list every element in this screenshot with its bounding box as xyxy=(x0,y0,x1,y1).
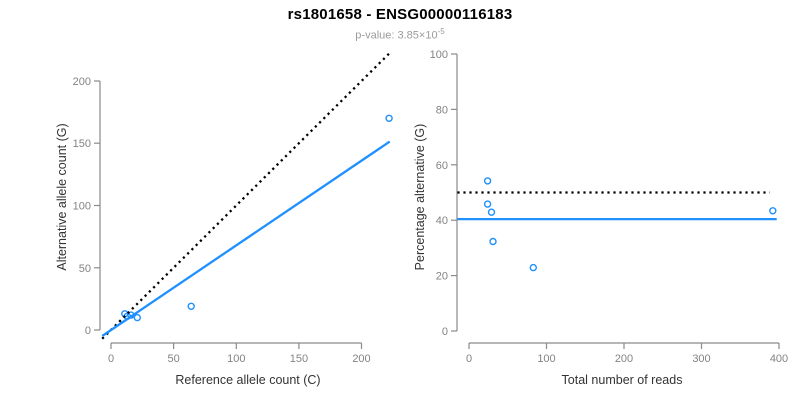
data-point xyxy=(483,200,492,208)
data-point xyxy=(487,208,496,216)
y-tick-label: 150 xyxy=(73,138,91,150)
x-tick-label: 200 xyxy=(352,353,370,365)
data-point xyxy=(133,313,142,322)
x-axis-title: Total number of reads xyxy=(562,373,683,387)
x-tick-label: 100 xyxy=(227,353,245,365)
pvalue-exponent: -5 xyxy=(437,26,445,36)
data-point xyxy=(483,177,492,185)
x-tick-label: 50 xyxy=(167,353,179,365)
y-tick-label: 0 xyxy=(85,325,91,337)
identity-line xyxy=(101,51,392,340)
y-tick-label: 0 xyxy=(442,326,448,338)
x-axis-title: Reference allele count (C) xyxy=(175,373,320,387)
data-point xyxy=(769,207,777,215)
pvalue-text: p-value: 3.85×10 xyxy=(355,29,438,42)
percentage-scatter: 0 20 40 60 80 100 0 100 200 300 400 Total number of… xyxy=(413,49,788,387)
y-tick-label: 20 xyxy=(436,271,448,283)
y-axis-title: Alternative allele count (G) xyxy=(55,123,69,270)
y-tick-label: 100 xyxy=(430,49,448,61)
data-point xyxy=(529,263,537,272)
x-tick-label: 100 xyxy=(537,353,555,365)
x-tick-label: 400 xyxy=(770,353,788,365)
data-point xyxy=(187,302,195,310)
figure-title: rs1801658 - ENSG00000116183 xyxy=(287,6,513,23)
y-tick-label: 80 xyxy=(436,104,448,116)
y-axis-title: Percentage alternative (G) xyxy=(413,124,427,271)
x-tick-label: 150 xyxy=(290,353,308,365)
y-tick-label: 60 xyxy=(436,160,448,172)
figure-subtitle: p-value: 3.85×10-5 xyxy=(0,27,800,43)
y-tick-label: 40 xyxy=(436,215,448,227)
y-tick-label: 200 xyxy=(73,76,91,88)
x-tick-label: 0 xyxy=(108,353,114,365)
allele-count-scatter: 0 50 100 150 200 0 50 100 150 200 Reference allele… xyxy=(55,51,393,387)
figure-header: rs1801658 - ENSG00000116183 p-value: 3.8… xyxy=(0,6,800,43)
x-tick-label: 300 xyxy=(692,353,710,365)
x-tick-label: 0 xyxy=(466,353,472,365)
y-tick-label: 100 xyxy=(73,201,91,213)
data-point xyxy=(489,237,497,246)
data-point xyxy=(385,114,393,123)
y-tick-label: 50 xyxy=(79,263,91,275)
regression-line xyxy=(101,140,391,337)
x-tick-label: 200 xyxy=(615,353,633,365)
